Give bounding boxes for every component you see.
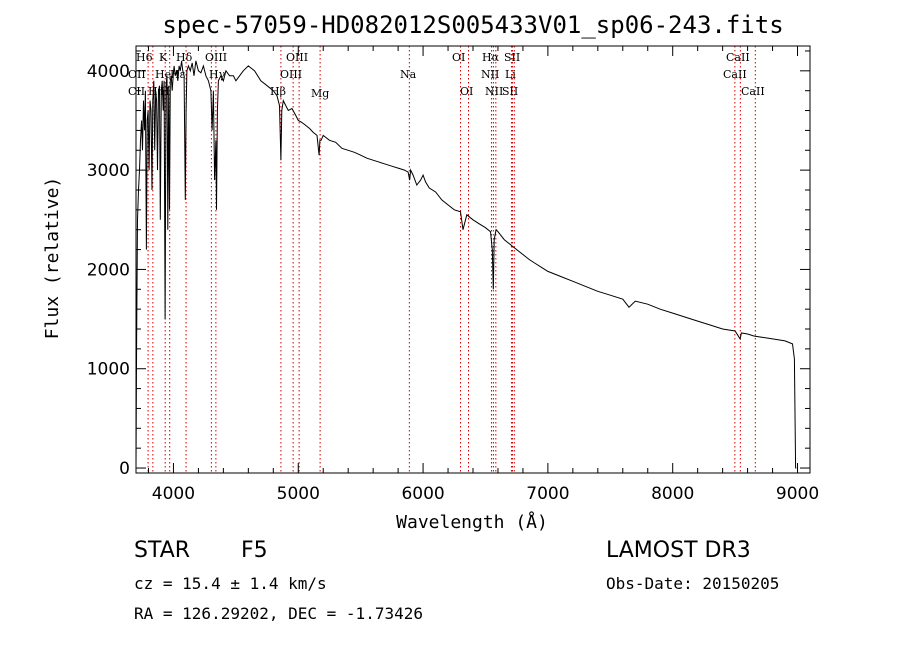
spectral-line-label-ca1: CaII [726,51,750,64]
object-type: STAR [134,538,191,563]
spectral-line-label-h: H [160,85,170,98]
sky-coordinates: RA = 126.29202, DEC = -1.73426 [134,604,423,623]
spectral-line-label-ca2: CaII [723,68,747,81]
y-tick-label-0: 0 [119,459,130,479]
spectral-line-label-hd: Hδ [176,51,193,64]
spectral-line-label-sii1: SII [504,51,520,64]
spectral-line-label-oiii1: OIII [205,51,227,64]
x-tick-label-3: 7000 [526,484,569,504]
spectral-line-label-heps: Hε [170,68,186,81]
y-axis-label: Flux (relative) [42,177,63,340]
spectrum-chart: spec-57059-HD082012S005433V01_sp06-243.f… [42,11,819,533]
spectral-line-label-oii: OII [128,68,146,81]
y-tick-label-4: 4000 [87,62,130,82]
spectral-line-label-cii: CII [128,85,145,98]
spectrum-line [135,60,797,469]
spectral-line-label-mg: Mg [311,87,329,100]
x-tick-label-2: 6000 [401,484,444,504]
x-tick-label-5: 9000 [776,484,819,504]
chart-title: spec-57059-HD082012S005433V01_sp06-243.f… [162,11,783,39]
spectral-line-label-h6: H6 [136,51,153,64]
spectral-line-label-nii1: NII [481,68,499,81]
x-tick-label-1: 5000 [277,484,320,504]
spectral-line-label-oi2: OI [460,85,473,98]
redshift-value: cz = 15.4 ± 1.4 km/s [134,574,327,593]
spectral-line-label-oiii2: OIII [286,51,308,64]
y-tick-label-2: 2000 [87,260,130,280]
plot-frame [135,45,811,474]
x-tick-label-0: 4000 [152,484,195,504]
spectral-line-label-he: He [155,68,171,81]
spectral-line-label-ha: Hα [482,51,500,64]
y-tick-label-1: 1000 [87,360,130,380]
spectral-line-label-hg: Hγ [209,68,226,81]
spectral-line-label-hb: Hβ [270,85,286,98]
y-tick-label-3: 3000 [87,161,130,181]
observation-date: Obs-Date: 20150205 [606,574,780,593]
spectral-line-label-li: Li [505,68,516,81]
plot-area: 4000 5000 6000 7000 8000 9000 0 1000 2000 3000 400… [87,45,819,504]
spectral-line-label-sii2: SII [502,85,518,98]
survey-name: LAMOST DR3 [606,538,751,563]
x-axis-label: Wavelength (Å) [396,511,548,533]
spectral-line-label-oiii3: OIII [280,68,302,81]
spectral-subclass: F5 [241,538,268,563]
x-tick-label-4: 8000 [651,484,694,504]
spectral-line-label-ca3: CaII [741,85,765,98]
spectral-line-label-heta: Hη [148,85,164,98]
spectral-line-label-oi1: OI [452,51,465,64]
spectral-line-label-na: Na [400,68,417,81]
spectral-line-label-k: K [159,51,168,64]
spectral-line-label-nii2: NII [485,85,503,98]
